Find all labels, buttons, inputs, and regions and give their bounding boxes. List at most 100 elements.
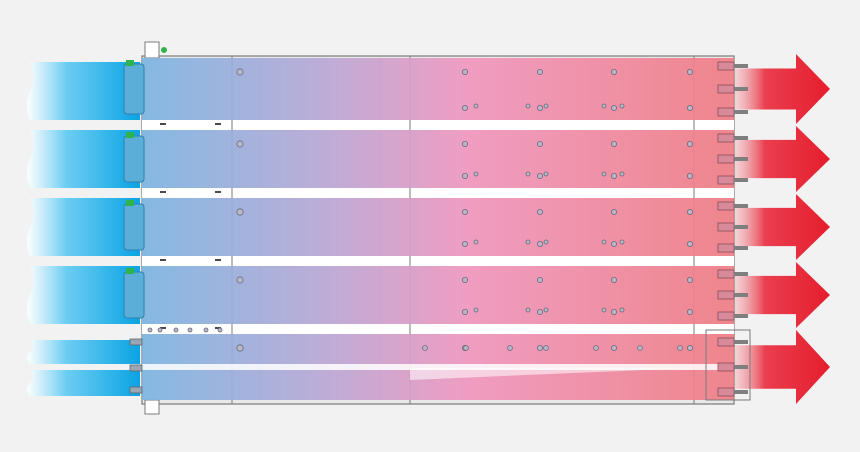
indicator-led-icon: [126, 268, 134, 274]
connector-icon: [717, 61, 735, 71]
screw-icon: [461, 208, 468, 215]
connector-icon: [717, 290, 735, 300]
fan-module-icon: [123, 203, 145, 251]
unit-gap: [142, 120, 734, 130]
slot-mark: [160, 327, 166, 329]
screw-icon: [187, 327, 193, 333]
screw-icon: [611, 208, 618, 215]
connector-icon: [734, 225, 748, 229]
slot-mark: [160, 123, 166, 125]
unit-gap: [142, 364, 734, 370]
arrow-right-icon: [730, 194, 830, 260]
connector-icon: [717, 337, 735, 347]
connector-icon: [734, 246, 748, 250]
connector-icon: [129, 364, 143, 372]
screw-icon: [236, 208, 244, 216]
heat-band: [142, 266, 734, 324]
screw-icon: [619, 171, 625, 177]
connector-icon: [717, 107, 735, 117]
heat-band: [142, 130, 734, 188]
connector-icon: [734, 314, 748, 318]
screw-icon: [537, 344, 544, 351]
connector-icon: [717, 84, 735, 94]
connector-icon: [734, 340, 748, 344]
screw-icon: [461, 140, 468, 147]
screw-icon: [611, 140, 618, 147]
connector-icon: [129, 386, 143, 394]
connector-icon: [717, 311, 735, 321]
screw-icon: [461, 276, 468, 283]
connector-icon: [717, 222, 735, 232]
unit-gap: [142, 256, 734, 266]
screw-icon: [236, 68, 244, 76]
unit-gap: [142, 324, 734, 334]
screw-icon: [619, 307, 625, 313]
screw-icon: [687, 140, 694, 147]
screw-icon: [203, 327, 209, 333]
screw-icon: [473, 103, 479, 109]
screw-icon: [611, 105, 618, 112]
connector-icon: [734, 64, 748, 68]
fan-module-icon: [123, 135, 145, 183]
connector-icon: [734, 157, 748, 161]
heat-band: [142, 58, 734, 120]
screw-icon: [687, 308, 694, 315]
screw-icon: [593, 345, 599, 351]
connector-icon: [734, 293, 748, 297]
connector-icon: [717, 133, 735, 143]
screw-icon: [543, 103, 549, 109]
screw-icon: [537, 140, 544, 147]
screw-icon: [525, 239, 531, 245]
connector-icon: [734, 365, 748, 369]
screw-icon: [611, 240, 618, 247]
screw-icon: [157, 327, 163, 333]
screw-icon: [601, 171, 607, 177]
slot-mark: [215, 123, 221, 125]
rear-module-frame: [705, 329, 751, 401]
wavy-arrow-icon: [27, 340, 140, 364]
screw-icon: [525, 307, 531, 313]
indicator-led-icon: [161, 47, 167, 53]
screw-icon: [543, 239, 549, 245]
indicator-led-icon: [126, 132, 134, 138]
connector-icon: [717, 175, 735, 185]
indicator-led-icon: [126, 200, 134, 206]
wavy-arrow-icon: [27, 266, 140, 324]
heat-gradient-overlay: [142, 58, 734, 400]
screw-icon: [537, 105, 544, 112]
screw-icon: [687, 344, 694, 351]
connector-icon: [717, 201, 735, 211]
screw-icon: [611, 308, 618, 315]
arrow-right-icon: [730, 54, 830, 124]
screw-icon: [543, 345, 549, 351]
wavy-arrow-icon: [27, 370, 140, 396]
screw-icon: [537, 276, 544, 283]
slot-mark: [160, 191, 166, 193]
screw-icon: [473, 307, 479, 313]
connector-icon: [717, 243, 735, 253]
connector-icon: [129, 338, 143, 346]
slot-mark: [160, 259, 166, 261]
screw-icon: [687, 208, 694, 215]
arrow-right-icon: [730, 126, 830, 192]
screw-icon: [461, 105, 468, 112]
screw-icon: [677, 345, 683, 351]
screw-icon: [611, 344, 618, 351]
chassis-details: [123, 60, 751, 401]
screw-icon: [611, 69, 618, 76]
indicator-led-icon: [126, 60, 134, 66]
screw-icon: [619, 103, 625, 109]
screw-icon: [173, 327, 179, 333]
latch-icon: [144, 41, 160, 59]
screw-icon: [236, 344, 244, 352]
screw-icon: [601, 307, 607, 313]
connector-icon: [717, 387, 735, 397]
outlet-air-arrows: [730, 54, 830, 404]
screw-icon: [619, 239, 625, 245]
screw-icon: [525, 171, 531, 177]
wavy-arrow-icon: [27, 62, 140, 120]
arrow-right-icon: [730, 330, 830, 404]
connector-icon: [734, 110, 748, 114]
screw-icon: [473, 239, 479, 245]
